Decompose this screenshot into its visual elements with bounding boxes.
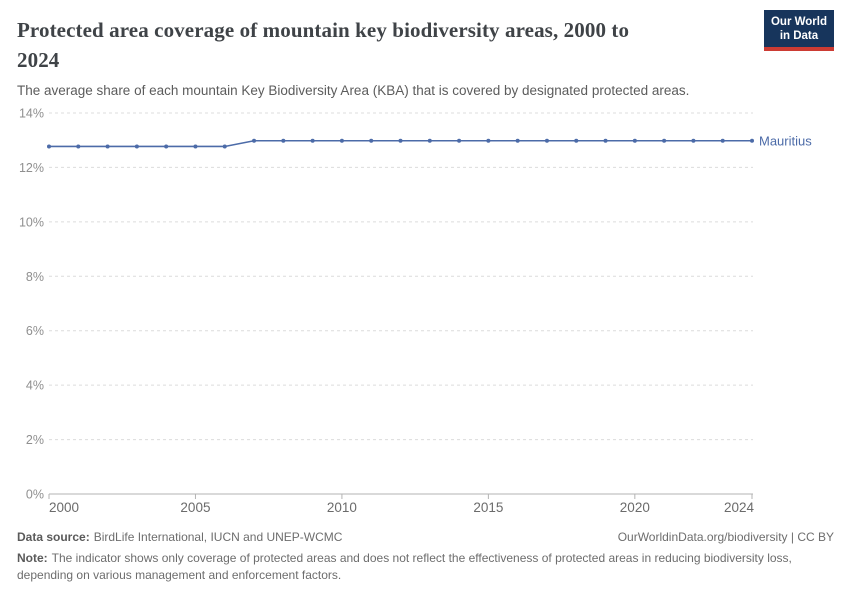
y-tick-label: 12% — [19, 161, 44, 175]
data-point[interactable] — [603, 138, 608, 143]
data-point[interactable] — [574, 138, 579, 143]
data-point[interactable] — [105, 144, 110, 149]
chart-footer: Data source: BirdLife International, IUCN… — [0, 530, 850, 585]
data-point[interactable] — [691, 138, 696, 143]
x-tick-label: 2000 — [49, 500, 79, 515]
note-label: Note: — [17, 550, 48, 565]
data-source-text: BirdLife International, IUCN and UNEP-WC… — [93, 529, 343, 544]
data-point[interactable] — [164, 144, 169, 149]
data-point[interactable] — [310, 138, 315, 143]
chart-header: Protected area coverage of mountain key … — [0, 0, 850, 98]
data-point[interactable] — [76, 144, 81, 149]
data-point[interactable] — [134, 144, 139, 149]
data-point[interactable] — [720, 138, 725, 143]
data-point[interactable] — [544, 138, 549, 143]
page-title: Protected area coverage of mountain key … — [17, 18, 630, 73]
y-tick-label: 6% — [26, 324, 44, 338]
y-tick-label: 10% — [19, 215, 44, 229]
data-point[interactable] — [398, 138, 403, 143]
chart-note: Note: The indicator shows only coverage o… — [17, 550, 825, 585]
data-point[interactable] — [632, 138, 637, 143]
owid-logo-line2: in Data — [779, 29, 819, 42]
data-point[interactable] — [252, 138, 257, 143]
data-point[interactable] — [486, 138, 491, 143]
y-tick-label: 8% — [26, 270, 44, 284]
data-point[interactable] — [281, 138, 286, 143]
x-tick-label: 2020 — [620, 500, 650, 515]
owid-logo-line1: Our World — [770, 16, 827, 28]
note-text: The indicator shows only coverage of pro… — [17, 550, 792, 583]
line-chart: 0% 2% 4% 6% 8% 10% 12% 14% 2000 2005 2010 2015 2020 2… — [0, 100, 850, 530]
data-source: Data source: BirdLife International, IUCN… — [17, 530, 342, 544]
data-point[interactable] — [662, 138, 667, 143]
series-label[interactable]: Mauritius — [759, 133, 812, 148]
credit-link[interactable]: OurWorldinData.org/biodiversity | CC BY — [617, 529, 834, 544]
data-point[interactable] — [369, 138, 374, 143]
x-tick-label: 2010 — [327, 500, 357, 515]
x-tick-label: 2005 — [180, 500, 210, 515]
y-tick-label: 0% — [26, 487, 44, 501]
data-source-label: Data source: — [17, 529, 90, 544]
data-point[interactable] — [515, 138, 520, 143]
data-point[interactable] — [339, 138, 344, 143]
data-point[interactable] — [193, 144, 198, 149]
x-tick-label: 2015 — [473, 500, 503, 515]
y-tick-label: 4% — [26, 379, 44, 393]
data-point[interactable] — [222, 144, 227, 149]
owid-logo: Our World in Data — [763, 10, 834, 52]
data-point[interactable] — [427, 138, 432, 143]
x-tick-label: 2024 — [724, 500, 755, 515]
y-tick-label: 14% — [19, 106, 44, 120]
data-point[interactable] — [457, 138, 462, 143]
chart-subtitle: The average share of each mountain Key B… — [17, 82, 690, 98]
chart-canvas[interactable]: 0% 2% 4% 6% 8% 10% 12% 14% 2000 2005 2010 2015 2020 2… — [0, 100, 850, 530]
y-tick-label: 2% — [26, 433, 44, 447]
data-point[interactable] — [47, 144, 51, 149]
data-point[interactable] — [750, 138, 754, 143]
